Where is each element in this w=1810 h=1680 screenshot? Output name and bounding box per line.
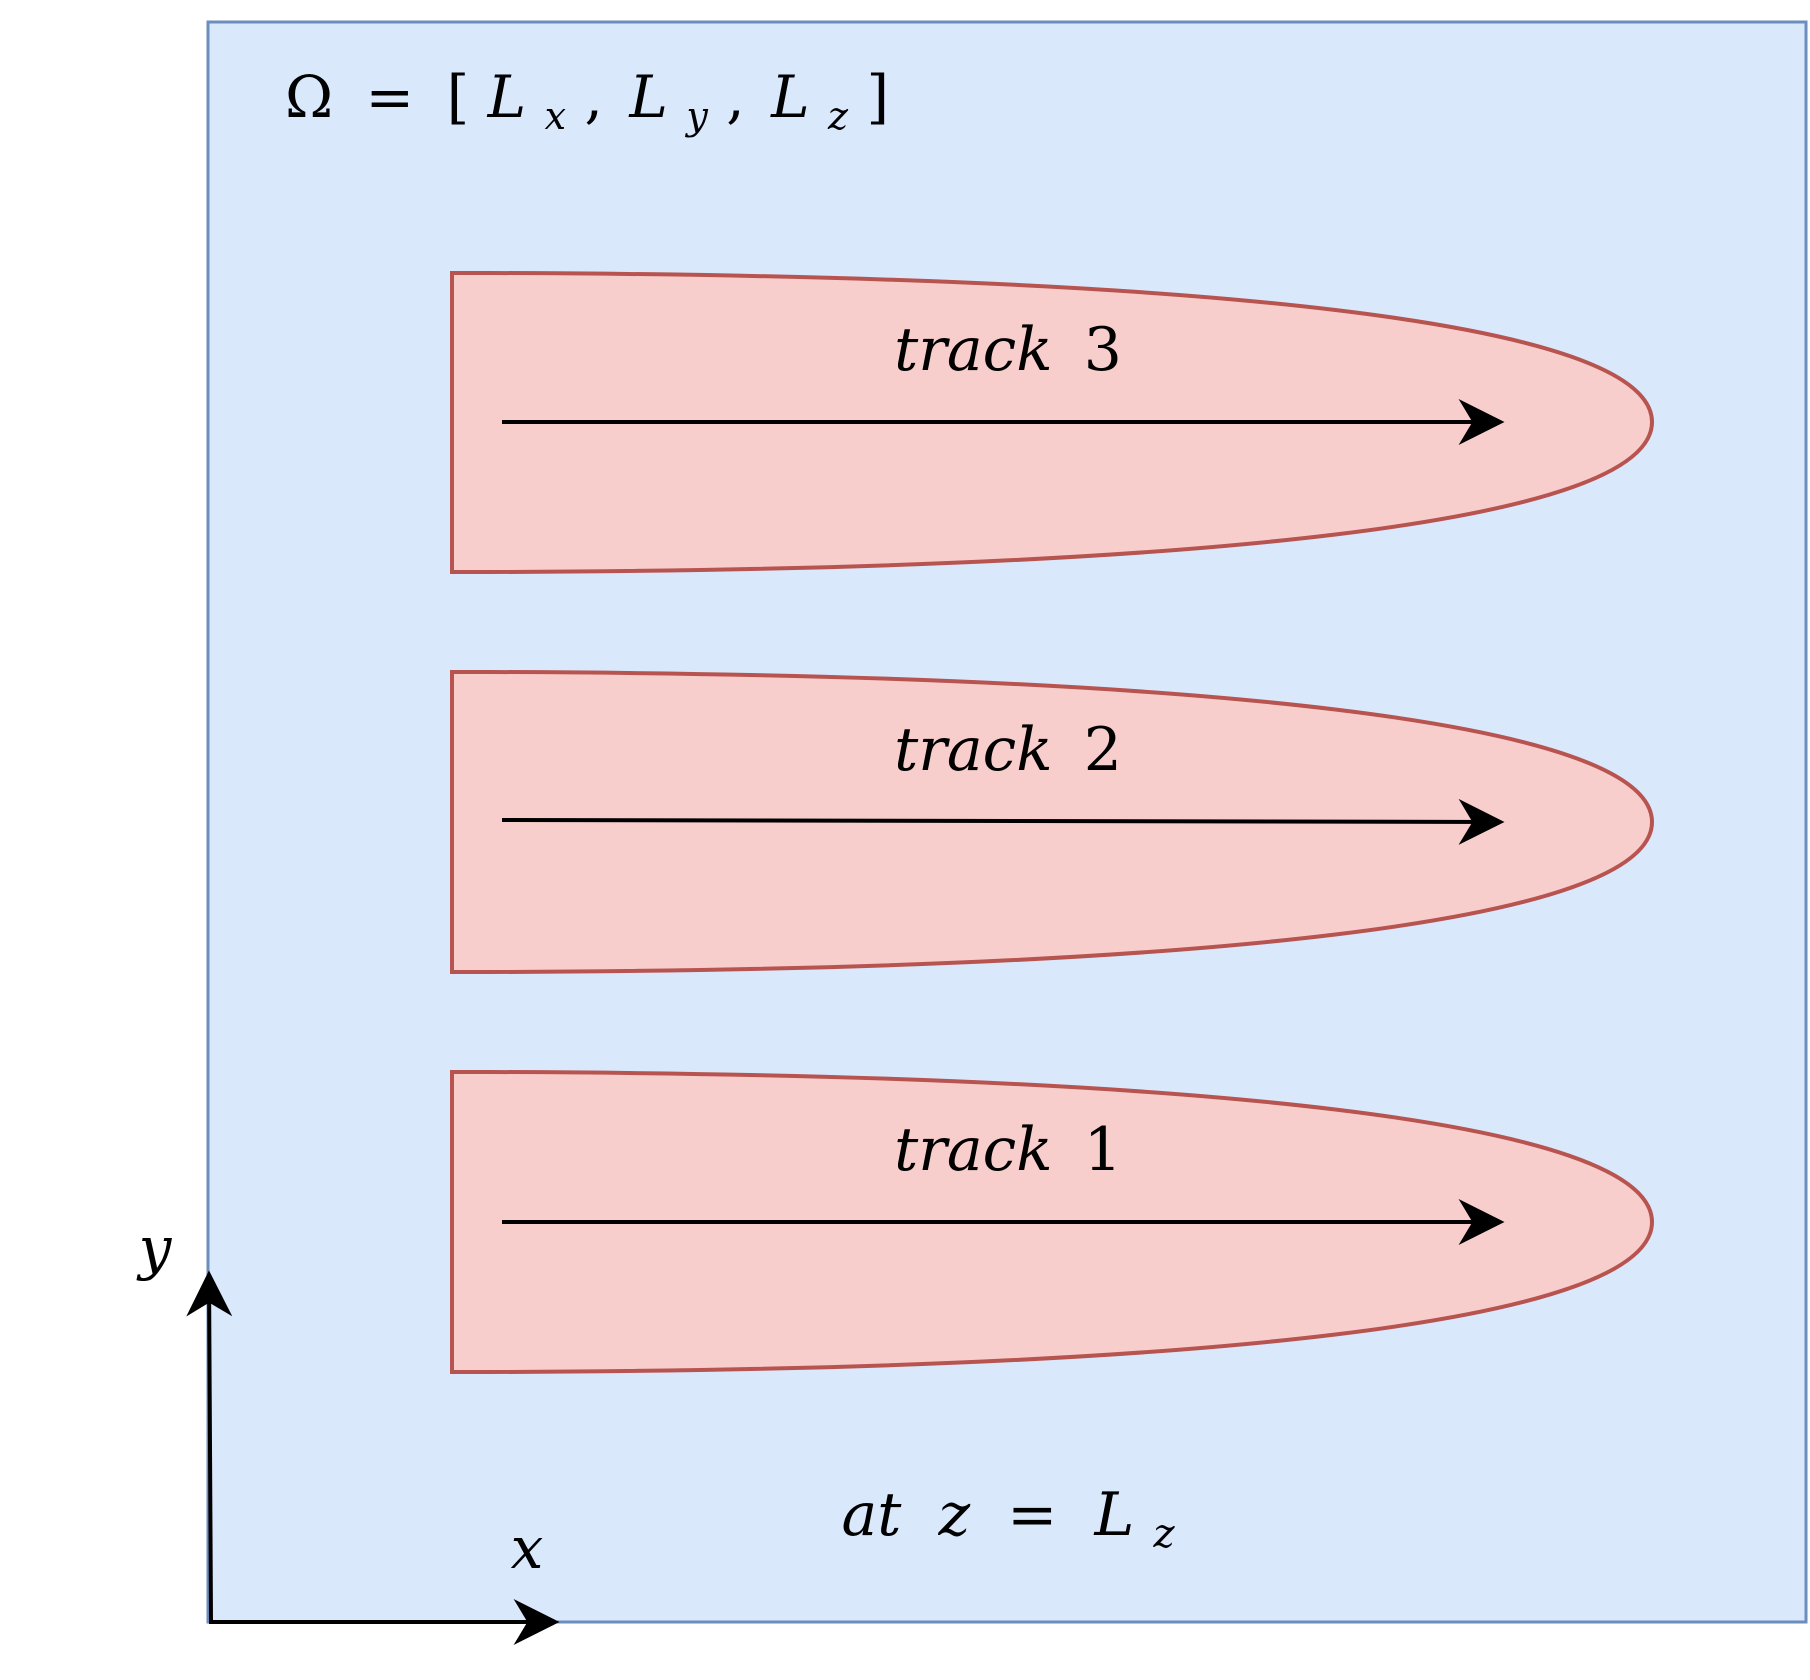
track-3-label: track 3 bbox=[894, 315, 1122, 385]
track-1-label: track 1 bbox=[894, 1115, 1122, 1185]
track-1: track 1 bbox=[450, 1070, 1655, 1374]
slice-label: at z = L z bbox=[841, 1480, 1175, 1557]
y-axis-label: y bbox=[136, 1214, 173, 1282]
track-3: track 3 bbox=[450, 271, 1655, 574]
x-axis-label: x bbox=[511, 1514, 544, 1582]
track-2-label: track 2 bbox=[894, 715, 1122, 785]
track-2-scan-arrow bbox=[501, 798, 1505, 845]
domain-label: Ω = [ L x , L y , L z ] bbox=[285, 63, 889, 143]
track-2: track 2 bbox=[450, 670, 1655, 974]
y-axis-arrow bbox=[186, 1270, 233, 1623]
